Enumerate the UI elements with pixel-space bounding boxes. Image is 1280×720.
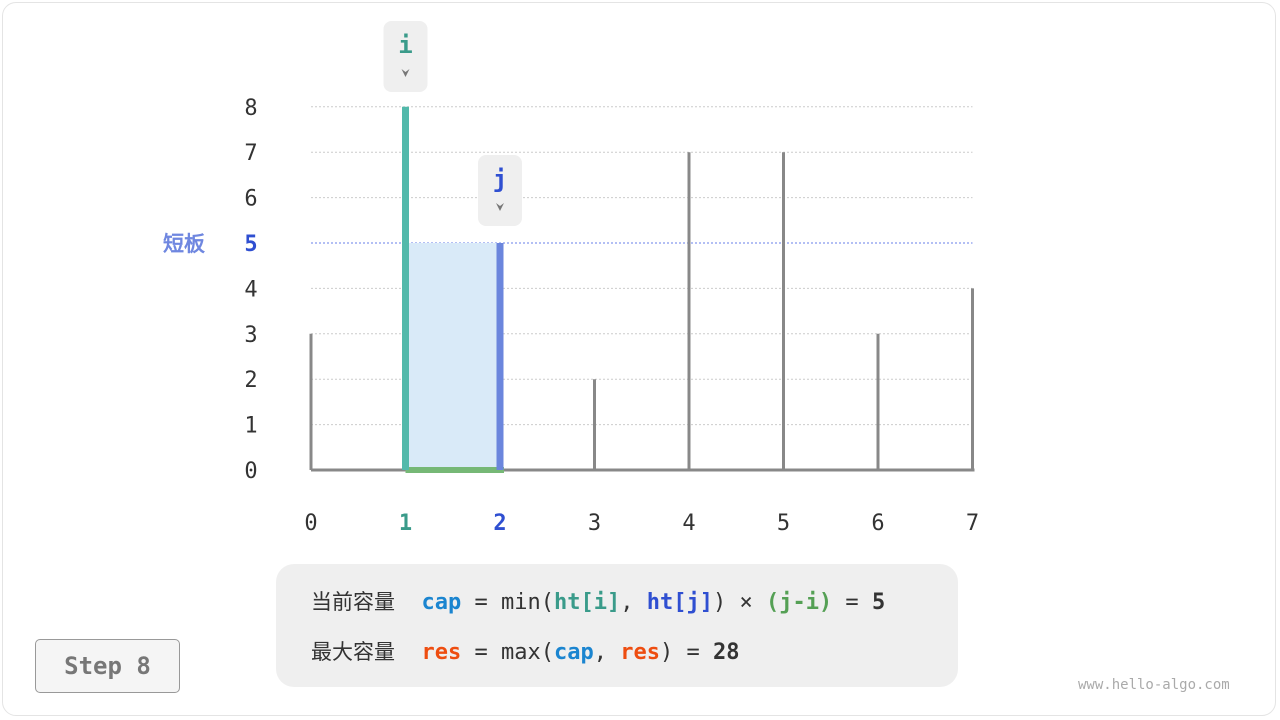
res-var: res (421, 640, 462, 665)
times: × (726, 590, 766, 615)
y-tick-label: 1 (244, 414, 257, 439)
min-fn: min( (501, 590, 554, 615)
eq: = (673, 640, 713, 665)
y-tick-label: 6 (244, 187, 257, 212)
x-tick-label: 0 (304, 511, 317, 536)
cap-label: 当前容量 (311, 590, 395, 614)
formula-res: 最大容量 res = max(cap, res) = 28 (311, 636, 739, 666)
comma: , (593, 640, 621, 665)
ht-j: ht[j] (646, 590, 713, 615)
y-tick-label: 2 (244, 368, 257, 393)
chevron-down-icon (401, 69, 410, 77)
y-tick-label: 4 (244, 277, 257, 302)
watermark: www.hello-algo.com (1078, 677, 1230, 693)
water-area (405, 243, 500, 470)
x-tick-label: 3 (588, 511, 601, 536)
step-badge: Step 8 (35, 639, 180, 693)
paren: ) (712, 590, 727, 615)
paren: ) (659, 640, 674, 665)
y-tick-label: 5 (244, 232, 257, 257)
ht-i: ht[i] (553, 590, 621, 615)
formula-cap: 当前容量 cap = min(ht[i], ht[j]) × (j-i) = 5 (311, 586, 885, 616)
comma: , (620, 590, 647, 615)
chevron-down-icon (496, 203, 504, 211)
pointer-i-label: i (398, 31, 412, 59)
pointer-i-box (383, 21, 428, 92)
y-tick-label: 0 (244, 459, 257, 484)
y-tick-label: 3 (244, 323, 257, 348)
eq: = (461, 640, 501, 665)
y-tick-label: 8 (244, 96, 257, 121)
max-fn: max( (501, 640, 554, 665)
cap-result: 5 (871, 590, 886, 615)
x-tick-label: 2 (493, 511, 506, 536)
cap-var: cap (421, 590, 462, 615)
cap-arg: cap (553, 640, 594, 665)
x-tick-label: 6 (871, 511, 884, 536)
x-tick-label: 4 (682, 511, 695, 536)
res-arg: res (620, 640, 660, 665)
x-tick-label: 5 (777, 511, 790, 536)
x-tick-label: 1 (399, 511, 412, 536)
width-expr: (j-i) (765, 590, 833, 615)
res-result: 28 (712, 640, 740, 665)
short-board-label: 短板 (163, 232, 206, 256)
y-tick-label: 7 (244, 141, 257, 166)
container-chart: 0 1 2 3 4 5 6 7 8 短板 0 1 2 3 4 5 6 7 i j (163, 21, 979, 536)
eq: = (832, 590, 872, 615)
eq: = (461, 590, 501, 615)
formula-panel: 当前容量 cap = min(ht[i], ht[j]) × (j-i) = 5… (276, 564, 958, 687)
pointer-j-label: j (493, 165, 507, 193)
res-label: 最大容量 (311, 640, 395, 664)
pointer-j-box (478, 155, 522, 226)
x-tick-label: 7 (966, 511, 979, 536)
